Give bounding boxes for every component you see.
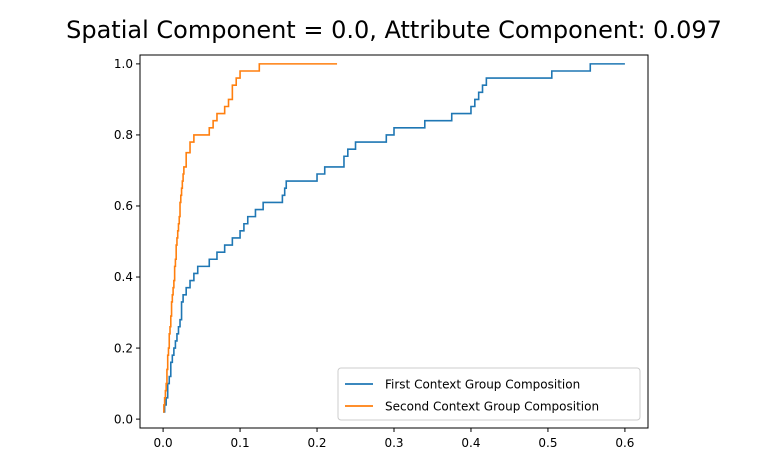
y-tick-label: 0.4: [114, 270, 133, 284]
x-tick-label: 0.1: [231, 436, 250, 450]
x-tick-label: 0.0: [154, 436, 173, 450]
y-tick-label: 0.6: [114, 199, 133, 213]
y-tick-label: 0.2: [114, 341, 133, 355]
x-tick-label: 0.2: [307, 436, 326, 450]
y-tick-label: 1.0: [114, 57, 133, 71]
x-tick-label: 0.4: [461, 436, 480, 450]
x-axis: 0.0 0.1 0.2 0.3 0.4 0.5 0.6: [154, 428, 634, 450]
legend-label-first: First Context Group Composition: [385, 378, 580, 392]
x-tick-label: 0.3: [384, 436, 403, 450]
x-tick-label: 0.6: [615, 436, 634, 450]
y-axis: 0.0 0.2 0.4 0.6 0.8 1.0: [114, 57, 140, 426]
chart-title: Spatial Component = 0.0, Attribute Compo…: [66, 16, 722, 44]
series-line-first-context: [163, 63, 625, 413]
legend-box: [337, 367, 641, 421]
y-tick-label: 0.8: [114, 128, 133, 142]
series-line-second-context: [163, 63, 338, 413]
legend: First Context Group Composition Second C…: [337, 367, 641, 421]
x-tick-label: 0.5: [538, 436, 557, 450]
plot-area: [163, 63, 625, 413]
y-tick-label: 0.0: [114, 412, 133, 426]
legend-label-second: Second Context Group Composition: [385, 400, 599, 414]
